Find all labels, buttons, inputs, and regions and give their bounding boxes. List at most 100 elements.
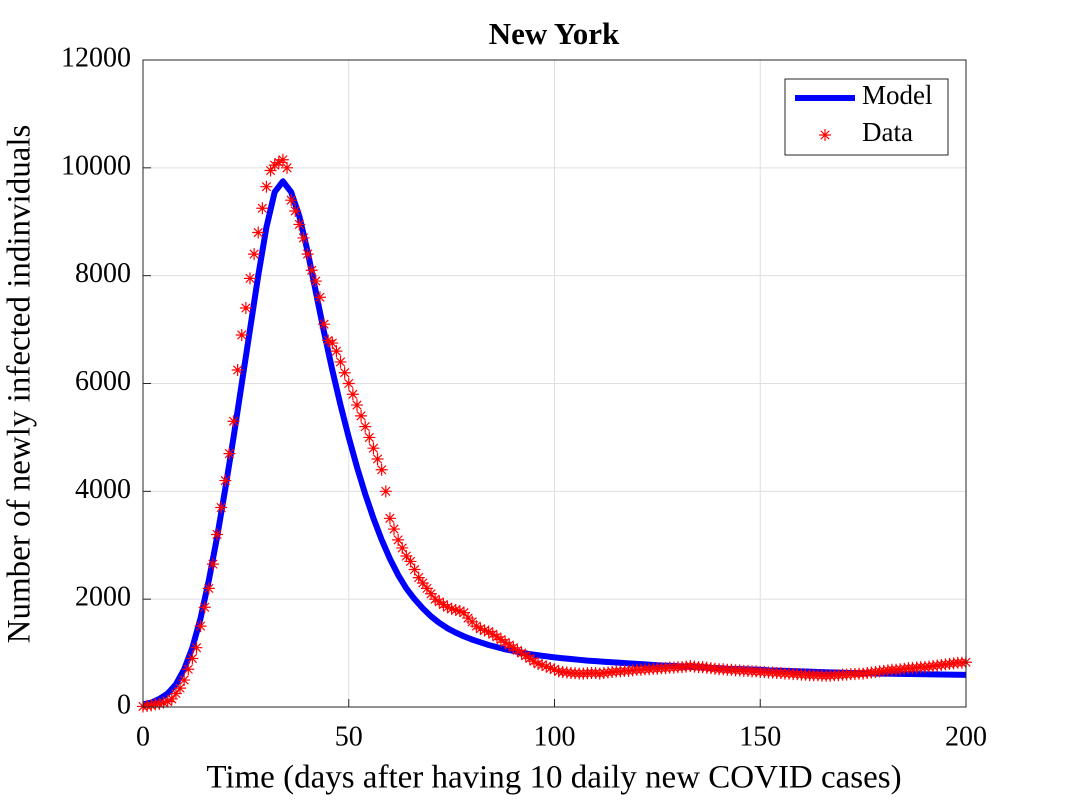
data-point [523,652,536,665]
data-point [396,541,409,554]
data-point [536,658,549,671]
data-point [404,555,417,568]
x-tick-label: 100 [534,721,576,752]
data-point [211,528,224,541]
data-point [359,420,372,433]
data-point [503,638,516,651]
data-point [198,601,211,614]
x-tick-label: 0 [136,721,150,752]
y-axis-label: Number of newly infected indinviduals [2,125,38,644]
y-tick-label: 2000 [75,582,131,613]
data-point [272,156,285,169]
data-point [408,563,421,576]
data-point [375,463,388,476]
chart-title: New York [489,16,620,51]
data-point [499,636,512,649]
y-tick-label: 8000 [75,258,131,289]
data-point [235,328,248,341]
y-tick-label: 12000 [61,42,131,73]
legend-symbol [819,129,831,141]
data-point [338,366,351,379]
legend-box [784,78,949,156]
data-point [305,264,318,277]
data-point [470,620,483,633]
data-point [412,571,425,584]
x-tick-label: 150 [739,721,781,752]
data-point [326,337,339,350]
data-point [457,606,470,619]
data-point [350,399,363,412]
data-point [293,218,306,231]
data-point [322,334,335,347]
data-point [490,630,503,643]
data-point [161,695,174,708]
data-point [400,550,413,563]
y-tick-label: 10000 [61,150,131,181]
data-point [519,649,532,662]
x-axis-label: Time (days after having 10 daily new COV… [206,760,901,796]
data-point [285,194,298,207]
data-point [223,447,236,460]
data-point [532,657,545,670]
data-point [486,628,499,641]
data-point [243,272,256,285]
data-point [379,485,392,498]
data-point [264,164,277,177]
data-point [318,318,331,331]
data-point [145,699,158,712]
data-point [544,662,557,675]
data-point [153,697,166,710]
data-point [186,652,199,665]
data-point [297,231,310,244]
y-tick-label: 6000 [75,366,131,397]
data-point [474,622,487,635]
data-point [540,660,553,673]
data-point [511,644,524,657]
data-point [449,603,462,616]
data-point [420,582,433,595]
data-point [437,598,450,611]
data-point [441,601,454,614]
data-point [289,204,302,217]
data-point [548,663,561,676]
data-point [363,431,376,444]
data-point [157,696,170,709]
data-point [346,388,359,401]
data-point [507,641,520,654]
data-point [281,161,294,174]
legend-label: Data [862,117,913,147]
data-point [429,593,442,606]
data-point [392,533,405,546]
data-point [190,641,203,654]
y-tick-label: 4000 [75,474,131,505]
data-point [355,409,368,422]
data-point [202,582,215,595]
data-point [482,625,495,638]
data-point [388,523,401,536]
plot [137,153,972,713]
data-point [252,226,265,239]
data-point [495,633,508,646]
data-point [268,159,281,172]
data-point [383,512,396,525]
data-point [182,663,195,676]
data-point [433,595,446,608]
data-point [301,248,314,261]
data-point [260,180,273,193]
data-point [215,501,228,514]
data-point [276,153,289,166]
data-point [527,655,540,668]
data-point [206,558,219,571]
data-point [425,587,438,600]
data-point [330,345,343,358]
data-point [367,442,380,455]
data-point [239,302,252,315]
legend-label: Model [862,80,933,110]
data-point [515,647,528,660]
legend: Model Data [784,78,949,156]
data-point [334,355,347,368]
data-point [342,377,355,390]
x-tick-label: 200 [945,721,987,752]
data-point [169,687,182,700]
